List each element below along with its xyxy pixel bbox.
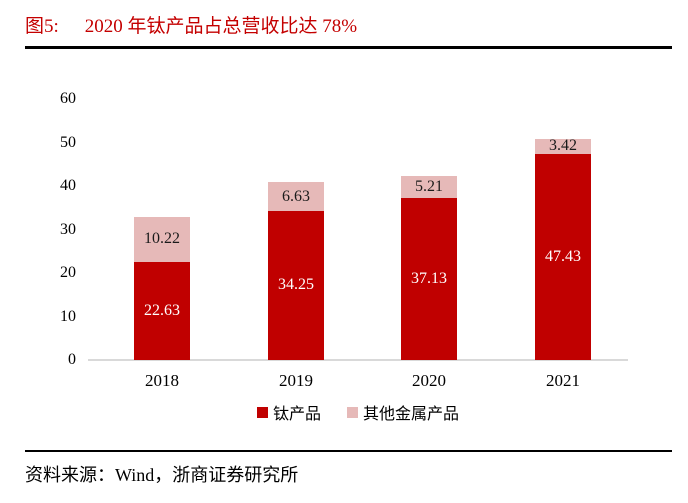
bar-value-label: 37.13 <box>411 270 447 288</box>
bar-segment: 22.63 <box>134 261 190 360</box>
legend-swatch-icon <box>256 406 268 418</box>
x-axis-category-label: 2020 <box>412 371 446 390</box>
legend-item: 钛产品 <box>256 400 321 424</box>
bar-segment: 37.13 <box>401 198 457 360</box>
bar-value-label: 10.22 <box>144 230 180 248</box>
x-axis-category-label: 2018 <box>145 371 179 390</box>
y-tick-label: 40 <box>60 177 76 194</box>
bar-value-label: 34.25 <box>278 276 314 294</box>
bar-value-label: 3.42 <box>549 137 577 155</box>
bar-value-label: 5.21 <box>415 178 443 196</box>
bar-value-label: 22.63 <box>144 301 180 319</box>
y-tick-label: 60 <box>60 90 76 107</box>
bar-segment: 10.22 <box>134 217 190 262</box>
x-axis-category-label: 2019 <box>279 371 313 390</box>
figure-title: 图5: 2020 年钛产品占总营收比达 78% <box>25 11 357 38</box>
legend-item: 其他金属产品 <box>347 400 459 424</box>
y-tick-label: 20 <box>60 264 76 281</box>
figure-number-label: 图5: <box>25 16 59 37</box>
y-tick-label: 0 <box>68 351 76 368</box>
bar-segment: 6.63 <box>268 182 324 211</box>
y-tick-label: 30 <box>60 220 76 238</box>
legend-label: 其他金属产品 <box>363 406 460 423</box>
source-note: 资料来源：Wind，浙商证券研究所 <box>25 465 299 485</box>
title-divider-line <box>25 46 672 49</box>
source-divider-line <box>25 450 672 452</box>
bar-segment: 3.42 <box>535 137 591 155</box>
legend-swatch-icon <box>347 406 358 418</box>
y-tick-label: 50 <box>60 133 76 151</box>
figure-title-text: 2020 年钛产品占总营收比达 78% <box>84 16 358 37</box>
x-axis-line <box>88 359 628 361</box>
bar-value-label: 47.43 <box>545 247 581 265</box>
bar-segment: 5.21 <box>401 175 457 199</box>
legend-label: 钛产品 <box>272 406 321 423</box>
x-axis-category-label: 2021 <box>546 371 580 390</box>
bar-value-label: 6.63 <box>282 187 310 205</box>
bar-segment: 34.25 <box>268 211 324 360</box>
bar-segment: 47.43 <box>535 153 591 360</box>
chart-legend: 钛产品 其他金属产品 <box>88 401 628 423</box>
y-tick-label: 10 <box>60 307 76 325</box>
